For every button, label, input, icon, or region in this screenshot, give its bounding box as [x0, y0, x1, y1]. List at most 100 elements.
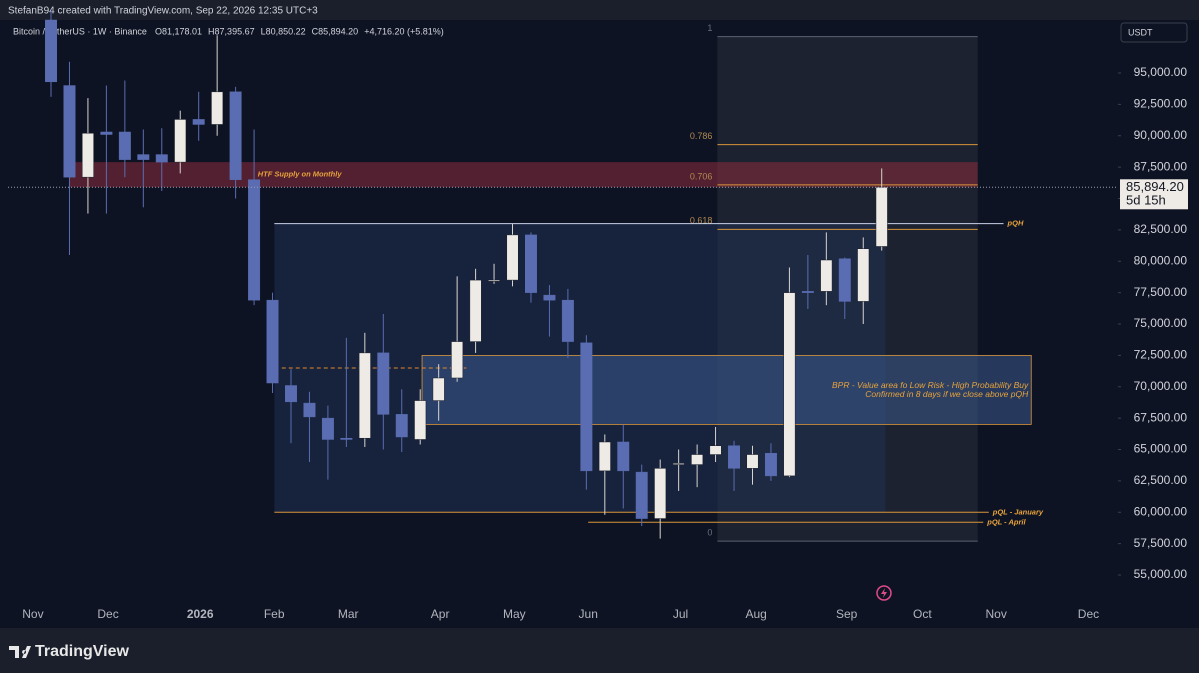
candle-body — [377, 352, 390, 415]
fib-label: 0.618 — [690, 216, 713, 226]
y-tick-label: 77,500.00 — [1134, 285, 1188, 299]
y-tick-label: 57,500.00 — [1134, 536, 1188, 550]
candle-body — [598, 441, 611, 472]
x-tick-label: Oct — [913, 607, 932, 621]
y-tick-label: 75,000.00 — [1134, 316, 1188, 330]
candle-body — [820, 259, 833, 292]
ohlc-value: H87,395.67 — [208, 26, 255, 36]
candle-body — [728, 445, 741, 469]
ohlc-value: O81,178.01 — [155, 26, 202, 36]
x-tick-label: Jun — [579, 607, 598, 621]
candle-body — [118, 131, 131, 160]
symbol: Bitcoin / TetherUS · 1W · Binance — [13, 26, 147, 36]
fib-label: 0.786 — [690, 131, 713, 141]
bottom-bar — [0, 628, 1199, 673]
level-label: pQL - April — [986, 517, 1026, 526]
candle-body — [211, 91, 224, 125]
x-tick-label: May — [503, 607, 526, 621]
candle-body — [100, 131, 113, 135]
y-tick-label: 90,000.00 — [1134, 128, 1188, 142]
candle-body — [229, 91, 242, 180]
candle-body — [875, 187, 888, 247]
x-tick-label: Sep — [836, 607, 858, 621]
candle-body — [248, 179, 261, 301]
logo: TradingView — [9, 643, 130, 660]
candle-body — [857, 248, 870, 302]
candle-body — [506, 234, 519, 281]
zone-text: Confirmed in 8 days if we close above pQ… — [865, 389, 1029, 399]
ohlc-legend: O81,178.01 H87,395.67 L80,850.22 C85,894.20… — [155, 26, 444, 36]
top-bar — [0, 0, 1199, 20]
x-tick-label: 2026 — [187, 607, 214, 621]
candle-body — [635, 471, 648, 519]
candle-body — [414, 400, 427, 440]
candle-body — [746, 454, 759, 469]
candle-body — [561, 299, 574, 342]
candle-body — [709, 445, 722, 455]
y-tick-label: 62,500.00 — [1134, 473, 1188, 487]
candle-body — [45, 19, 57, 83]
candle-body — [580, 342, 593, 472]
candle-body — [801, 291, 814, 293]
candle-body — [654, 468, 667, 519]
candle-body — [63, 85, 76, 178]
candle-body — [81, 132, 94, 178]
brand: TradingView — [35, 643, 130, 660]
candle-body — [192, 119, 205, 125]
x-tick-label: Apr — [431, 607, 450, 621]
candle-body — [451, 341, 464, 379]
candle-body — [303, 402, 316, 418]
fib-label: 0.706 — [690, 171, 713, 181]
candle-body — [469, 279, 482, 342]
ohlc-value: +4,716.20 (+5.81%) — [364, 26, 444, 36]
candle-body — [617, 441, 630, 472]
candle-body — [783, 292, 796, 477]
last-price-box — [1120, 179, 1188, 210]
y-tick-label: 82,500.00 — [1134, 222, 1188, 236]
y-tick-label: 92,500.00 — [1134, 97, 1188, 111]
level-label: pQH — [1007, 219, 1024, 228]
candle-body — [691, 454, 704, 465]
candle-body — [395, 414, 408, 438]
candle-body — [543, 294, 556, 301]
candle-body — [358, 352, 371, 439]
candle-body — [524, 234, 537, 293]
zone-label: HTF Supply on Monthly — [258, 170, 343, 179]
y-tick-label: 72,500.00 — [1134, 348, 1188, 362]
ohlc-value: C85,894.20 — [312, 26, 359, 36]
currency: USDT — [1128, 27, 1153, 37]
candle-body — [672, 463, 685, 465]
x-tick-label: Nov — [985, 607, 1006, 621]
candle-body — [764, 453, 777, 477]
countdown: 5d 15h — [1126, 193, 1166, 208]
level-label: pQL - January — [992, 507, 1044, 516]
zone — [69, 162, 978, 188]
y-tick-label: 65,000.00 — [1134, 442, 1188, 456]
candle-body — [285, 385, 297, 403]
alert-icon — [876, 585, 892, 601]
currency-box — [1120, 22, 1188, 43]
y-tick-label: 60,000.00 — [1134, 504, 1188, 518]
ohlc-value: L80,850.22 — [261, 26, 306, 36]
candle-body — [488, 279, 501, 282]
x-tick-label: Feb — [264, 607, 285, 621]
candle-body — [174, 119, 187, 163]
y-tick-label: 70,000.00 — [1134, 379, 1188, 393]
price-axis — [1118, 20, 1199, 628]
y-tick-label: 80,000.00 — [1134, 253, 1188, 267]
y-tick-label: 95,000.00 — [1134, 65, 1188, 79]
candle-body — [432, 377, 445, 401]
candle-body — [321, 417, 334, 440]
x-tick-label: Dec — [97, 607, 118, 621]
fib-label: 1 — [707, 23, 712, 33]
y-tick-label: 67,500.00 — [1134, 410, 1188, 424]
candle-body — [137, 154, 150, 160]
x-tick-label: Jul — [673, 607, 688, 621]
last-price-label: 85,894.20 — [1126, 179, 1184, 194]
y-tick-label: 55,000.00 — [1134, 567, 1188, 581]
candle-body — [838, 258, 851, 302]
x-tick-label: Aug — [746, 607, 767, 621]
x-tick-label: Nov — [22, 607, 43, 621]
x-tick-label: Mar — [338, 607, 359, 621]
